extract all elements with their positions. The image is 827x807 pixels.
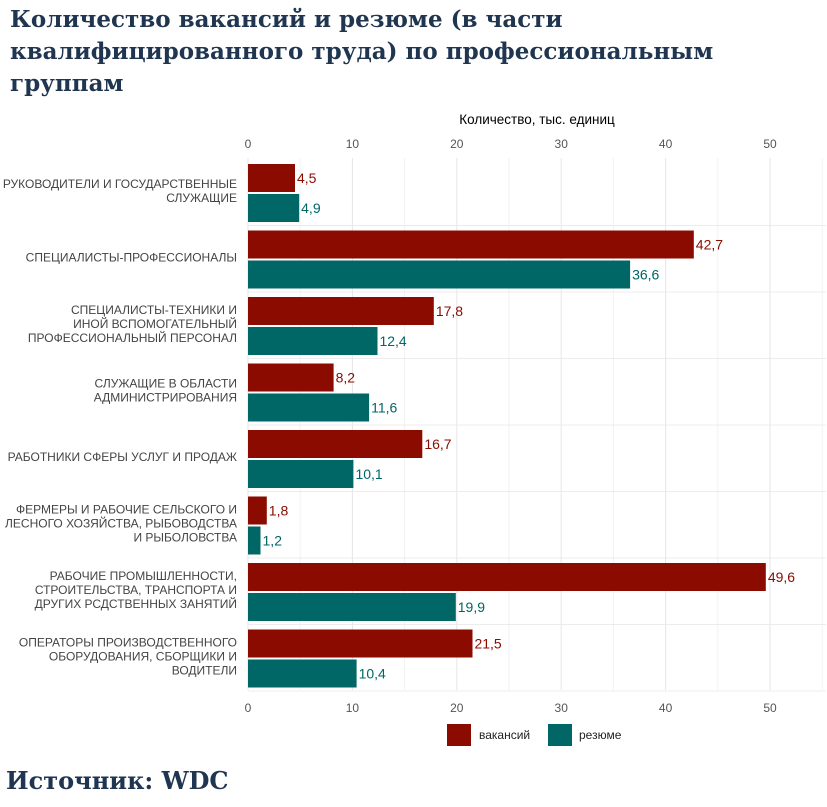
data-label: 10,4 bbox=[359, 666, 386, 682]
data-label: 1,2 bbox=[263, 533, 283, 549]
x-tick-label-bottom: 20 bbox=[450, 701, 464, 715]
x-tick-label-bottom: 0 bbox=[245, 701, 252, 715]
category-label: ОБОРУДОВАНИЯ, СБОРЩИКИ И bbox=[49, 650, 237, 664]
data-label: 42,7 bbox=[696, 237, 723, 253]
x-axis-title: Количество, тыс. единиц bbox=[459, 112, 615, 127]
category-label: СПЕЦИАЛИСТЫ-ПРОФЕССИОНАЛЫ bbox=[26, 251, 237, 265]
x-tick-label-bottom: 30 bbox=[555, 701, 569, 715]
bar-vacancies bbox=[248, 297, 434, 325]
category-label: ДРУГИХ РСДСТВЕННЫХ ЗАНЯТИЙ bbox=[35, 596, 237, 611]
x-tick-label-bottom: 10 bbox=[346, 701, 360, 715]
data-label: 19,9 bbox=[458, 599, 485, 615]
data-label: 49,6 bbox=[768, 569, 795, 585]
bar-resumes bbox=[248, 393, 370, 422]
category-label: ЛЕСНОГО ХОЗЯЙСТВА, РЫБОВОДСТВА bbox=[5, 516, 237, 531]
bar-resumes bbox=[248, 260, 631, 289]
bar-resumes bbox=[248, 460, 354, 488]
category-label: РАБОЧИЕ ПРОМЫШЛЕННОСТИ, bbox=[50, 569, 237, 583]
category-label: ВОДИТЕЛИ bbox=[172, 664, 237, 678]
data-label: 12,4 bbox=[379, 333, 406, 349]
bar-resumes bbox=[248, 194, 300, 222]
x-tick-label-top: 50 bbox=[763, 137, 777, 151]
bar-vacancies bbox=[248, 629, 473, 658]
x-tick-label-top: 30 bbox=[555, 137, 569, 151]
data-label: 21,5 bbox=[474, 636, 501, 652]
category-label: ИНОЙ ВСПОМОГАТЕЛЬНЫЙ bbox=[73, 316, 237, 331]
x-tick-label-bottom: 40 bbox=[659, 701, 673, 715]
category-label: И РЫБОЛОВСТВА bbox=[133, 531, 237, 545]
bar-vacancies bbox=[248, 363, 334, 392]
data-label: 17,8 bbox=[436, 303, 463, 319]
legend-label: вакансий bbox=[479, 728, 530, 742]
x-tick-label-bottom: 50 bbox=[763, 701, 777, 715]
bar-resumes bbox=[248, 659, 357, 688]
category-label: СЛУЖАЩИЕ В ОБЛАСТИ bbox=[95, 377, 237, 391]
category-label: ПРОФЕССИОНАЛЬНЫЙ ПЕРСОНАЛ bbox=[28, 330, 237, 345]
bar-vacancies bbox=[248, 230, 694, 259]
x-tick-label-top: 20 bbox=[450, 137, 464, 151]
data-label: 16,7 bbox=[424, 436, 451, 452]
bar-vacancies bbox=[248, 430, 423, 458]
category-label: СТРОИТЕЛЬСТВА, ТРАНСПОРТА И bbox=[35, 583, 237, 597]
data-label: 11,6 bbox=[371, 400, 397, 416]
bar-vacancies bbox=[248, 563, 766, 591]
legend-swatch bbox=[548, 724, 572, 746]
x-tick-label-top: 10 bbox=[346, 137, 360, 151]
data-label: 4,5 bbox=[297, 170, 317, 186]
category-label: СЛУЖАЩИЕ bbox=[166, 191, 237, 205]
data-label: 10,1 bbox=[355, 466, 382, 482]
bar-vacancies bbox=[248, 164, 295, 192]
source-note: Источник: WDC bbox=[6, 766, 229, 795]
category-label: РУКОВОДИТЕЛИ И ГОСУДАРСТВЕННЫЕ bbox=[3, 177, 237, 191]
data-label: 1,8 bbox=[269, 503, 289, 519]
category-label: СПЕЦИАЛИСТЫ-ТЕХНИКИ И bbox=[71, 303, 237, 317]
bar-vacancies bbox=[248, 496, 267, 525]
bar-resumes bbox=[248, 327, 378, 355]
data-label: 8,2 bbox=[336, 370, 356, 386]
category-label: ОПЕРАТОРЫ ПРОИЗВОДСТВЕННОГО bbox=[19, 636, 237, 650]
x-tick-label-top: 0 bbox=[245, 137, 252, 151]
bar-resumes bbox=[248, 593, 456, 621]
legend-label: резюме bbox=[579, 728, 622, 742]
legend-swatch bbox=[447, 724, 471, 746]
x-tick-label-top: 40 bbox=[659, 137, 673, 151]
chart-title: Количество вакансий и резюме (в части кв… bbox=[10, 6, 714, 97]
data-label: 36,6 bbox=[632, 267, 659, 283]
category-label: ФЕРМЕРЫ И РАБОЧИЕ СЕЛЬСКОГО И bbox=[16, 503, 237, 517]
category-label: АДМИНИСТРИРОВАНИЯ bbox=[94, 391, 237, 405]
bar-resumes bbox=[248, 526, 261, 555]
data-label: 4,9 bbox=[301, 200, 321, 216]
category-label: РАБОТНИКИ СФЕРЫ УСЛУГ И ПРОДАЖ bbox=[8, 450, 237, 464]
